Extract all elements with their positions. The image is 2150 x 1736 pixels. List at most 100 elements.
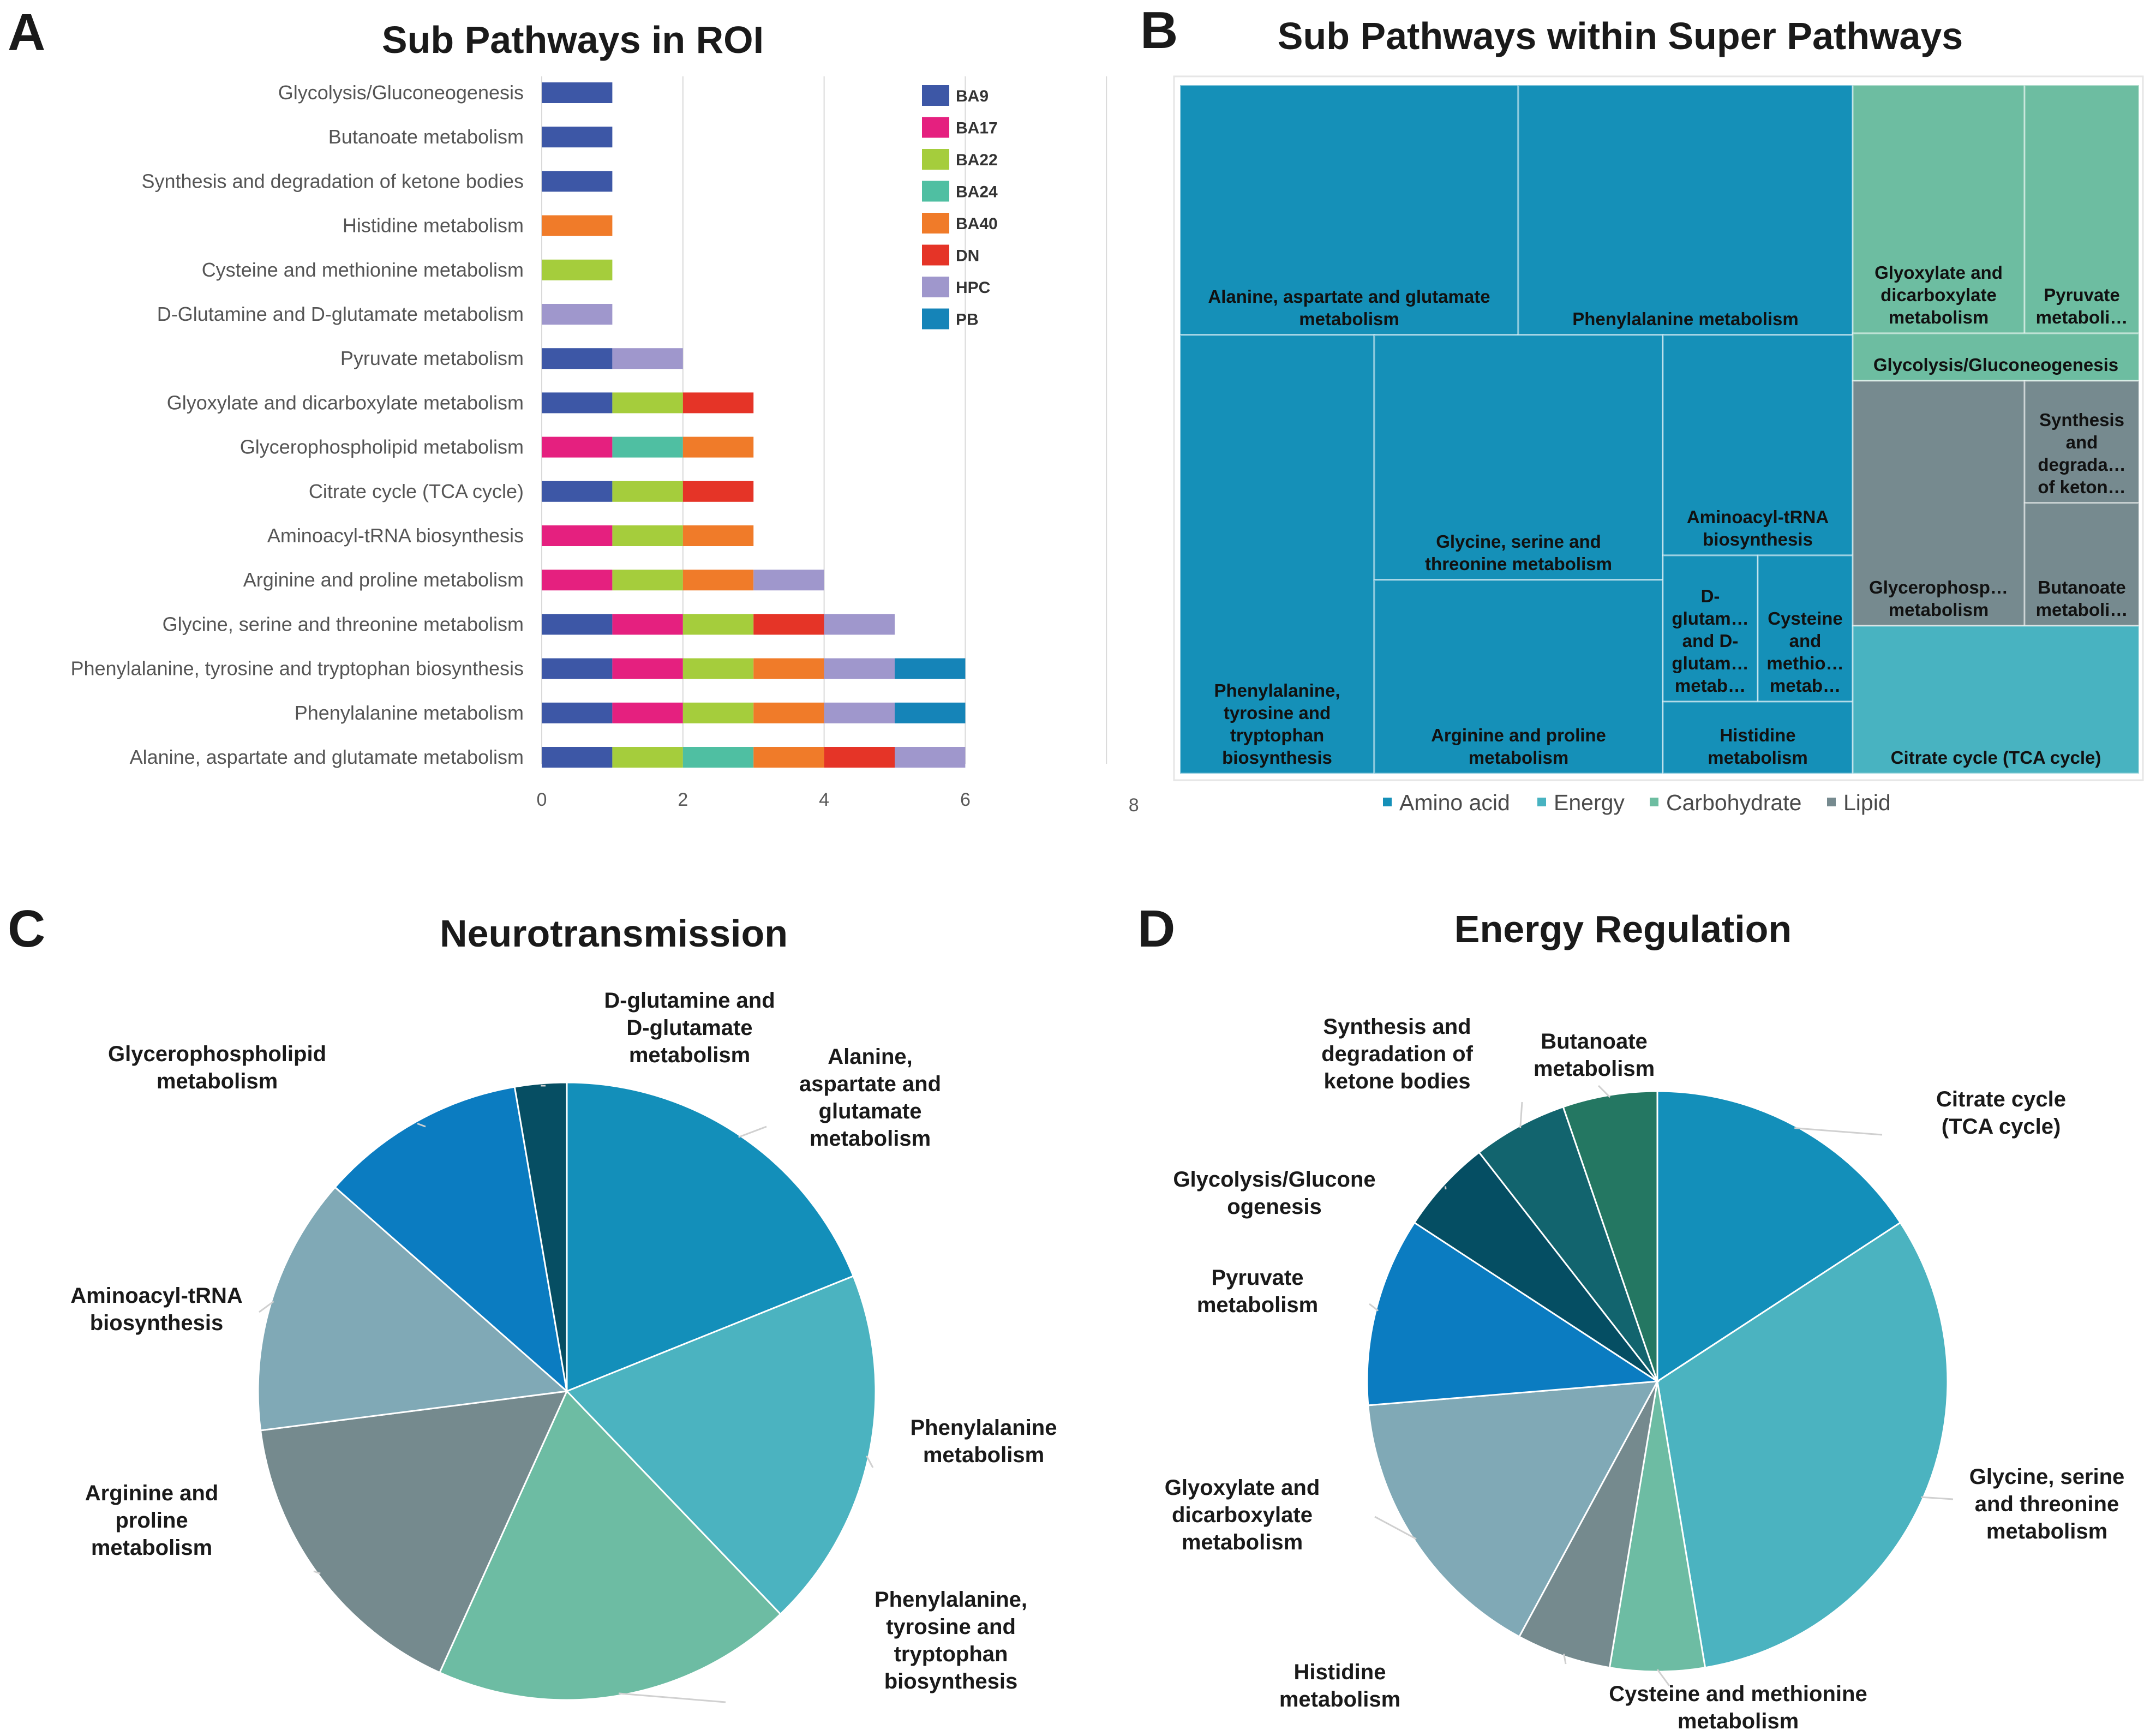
treemap-tile-label-line: metab… [1770,675,1841,696]
pie-slice-label-line: tryptophan [894,1642,1008,1666]
pie-slice-label-line: Histidine [1294,1660,1386,1684]
bar-segment-hpc [542,304,613,325]
chart-a-bars [542,82,966,768]
pie-slice-label-line: proline [115,1508,188,1533]
category-label: Citrate cycle (TCA cycle) [309,480,524,502]
treemap-legend-swatch [1383,798,1392,806]
treemap-tile-label-line: Phenylalanine, [1214,680,1340,701]
bar-segment-ba40 [753,658,824,679]
treemap-tile-label: Butanoate metaboli… [2036,577,2128,620]
legend-label: HPC [956,279,990,297]
treemap-tile-label-line: Phenylalanine metabolism [1572,309,1798,329]
treemap-tile-label-line: glutam… [1672,608,1748,628]
bar-segment-ba17 [542,570,613,591]
pie-slice-label-line: Glycerophospholipid [108,1042,326,1066]
bar-segment-ba17 [542,436,613,458]
treemap-tile-label: Phenylalanine, tyrosine and tryptophan bios… [1214,680,1340,768]
chart-d-title: Energy Regulation [1454,908,1792,950]
pie-slice-label-line: Glyoxylate and [1165,1476,1320,1500]
legend-label: BA24 [956,183,998,201]
bar-segment-ba9 [542,614,613,635]
category-label: Synthesis and degradation of ketone bodi… [141,170,524,192]
bar-segment-hpc [612,348,683,369]
pie-slice [1478,1105,1658,1382]
bar-segment-ba22 [682,658,754,679]
bar-segment-ba9 [542,702,613,723]
treemap-tile-label-line: metabolism [1889,600,1989,620]
pie-slice-label-line: Glycolysis/Glucone [1173,1168,1375,1192]
leader-line [738,1126,767,1138]
pie-slice-label: Glyoxylate and dicarboxylate metabolism [1165,1476,1320,1554]
leader-line [1656,1669,1670,1686]
x-tick-label: 4 [819,789,829,810]
treemap-tile-label-line: metaboli… [2036,600,2128,620]
treemap-tile-label: Glycolysis/Gluconeogenesis [1873,355,2118,375]
pie-slice-label-line: metabolism [923,1443,1044,1467]
legend-label: BA22 [956,151,998,169]
pie-slice-label: Cysteine and methionine metabolism [1609,1682,1867,1733]
bar-segment-ba22 [612,525,683,546]
bar-segment-ba40 [682,436,754,458]
chart-a-title: Sub Pathways in ROI [382,19,764,61]
panel-a-label: A [8,3,45,62]
category-label: Glycerophospholipid metabolism [240,436,524,458]
treemap-tile-label-line: of keton… [2038,477,2125,497]
bar-segment-hpc [824,658,895,679]
bar-segment-ba22 [612,481,683,502]
pie-slice-label-line: tyrosine and [886,1615,1016,1639]
category-label: Glyoxylate and dicarboxylate metabolism [167,391,524,414]
treemap-tile-label-line: Arginine and proline [1431,725,1606,745]
pie-slice [1518,1381,1658,1669]
panel-d: D Energy Regulation Citrate cycle (TCA cy… [1137,900,2124,1733]
bar-segment-dn [682,392,754,414]
legend-swatch-hpc [922,277,949,297]
bar-segment-ba40 [682,525,754,546]
pie-c-slices [257,1081,877,1701]
bar-segment-ba17 [542,525,613,546]
treemap-tile-label-line: methio… [1766,653,1843,673]
bar-segment-ba9 [542,82,613,103]
pie-slice-label-line: dicarboxylate [1172,1503,1313,1527]
treemap-tile [1852,84,2026,334]
bar-segment-ba22 [542,259,613,280]
treemap-tile-label-line: metab… [1675,675,1746,696]
pie-slice-label: Glycolysis/Glucone ogenesis [1173,1168,1375,1219]
chart-a-gridlines [541,76,1107,764]
category-label: Butanoate metabolism [328,125,524,148]
legend-label: DN [956,247,979,265]
treemap-tile-label-line: Glycine, serine and [1436,531,1601,552]
treemap-legend-swatch [1827,798,1836,806]
legend-swatch-pb [922,308,949,330]
pie-slice [1562,1090,1658,1382]
category-label: Alanine, aspartate and glutamate metabol… [130,746,524,768]
treemap-tile-label-line: biosynthesis [1703,529,1813,549]
bar-segment-ba24 [682,747,754,768]
treemap-tile-label-line: metabolism [1299,309,1399,329]
treemap-legend-swatch [1650,798,1658,806]
pie-slice-label-line: metabolism [1534,1057,1655,1081]
treemap-tile-label: Histidine metabolism [1708,725,1807,768]
pie-slice-label: Phenylalanine, tyrosine and tryptophan bios… [875,1588,1027,1693]
leader-line [259,1301,274,1313]
pie-slice-label: D-glutamine and D-glutamate metabolism [604,989,775,1067]
category-label: Glycolysis/Gluconeogenesis [278,81,524,104]
bar-segment-pb [895,702,966,723]
treemap-tile-label-line: degrada… [2038,454,2125,475]
pie-slice-label-line: Cysteine and methionine [1609,1682,1867,1706]
panel-d-label: D [1137,900,1175,958]
category-label: Arginine and proline metabolism [243,568,524,591]
pie-slice-label: Phenylalanine metabolism [911,1416,1057,1467]
bar-segment-ba22 [612,392,683,414]
bar-segment-ba22 [612,747,683,768]
bar-segment-ba9 [542,392,613,414]
pie-slice-label-line: D-glutamate [626,1016,752,1040]
pie-slice-label-line: Pyruvate [1212,1266,1304,1290]
pie-slice-label: Butanoate metabolism [1534,1029,1655,1081]
bar-segment-hpc [824,614,895,635]
leader-line [417,1122,426,1128]
treemap-tile-label-line: Alanine, aspartate and glutamate [1208,286,1490,307]
legend-swatch-ba9 [922,85,949,106]
leader-line [1794,1127,1883,1136]
treemap-tile [1852,625,2140,775]
